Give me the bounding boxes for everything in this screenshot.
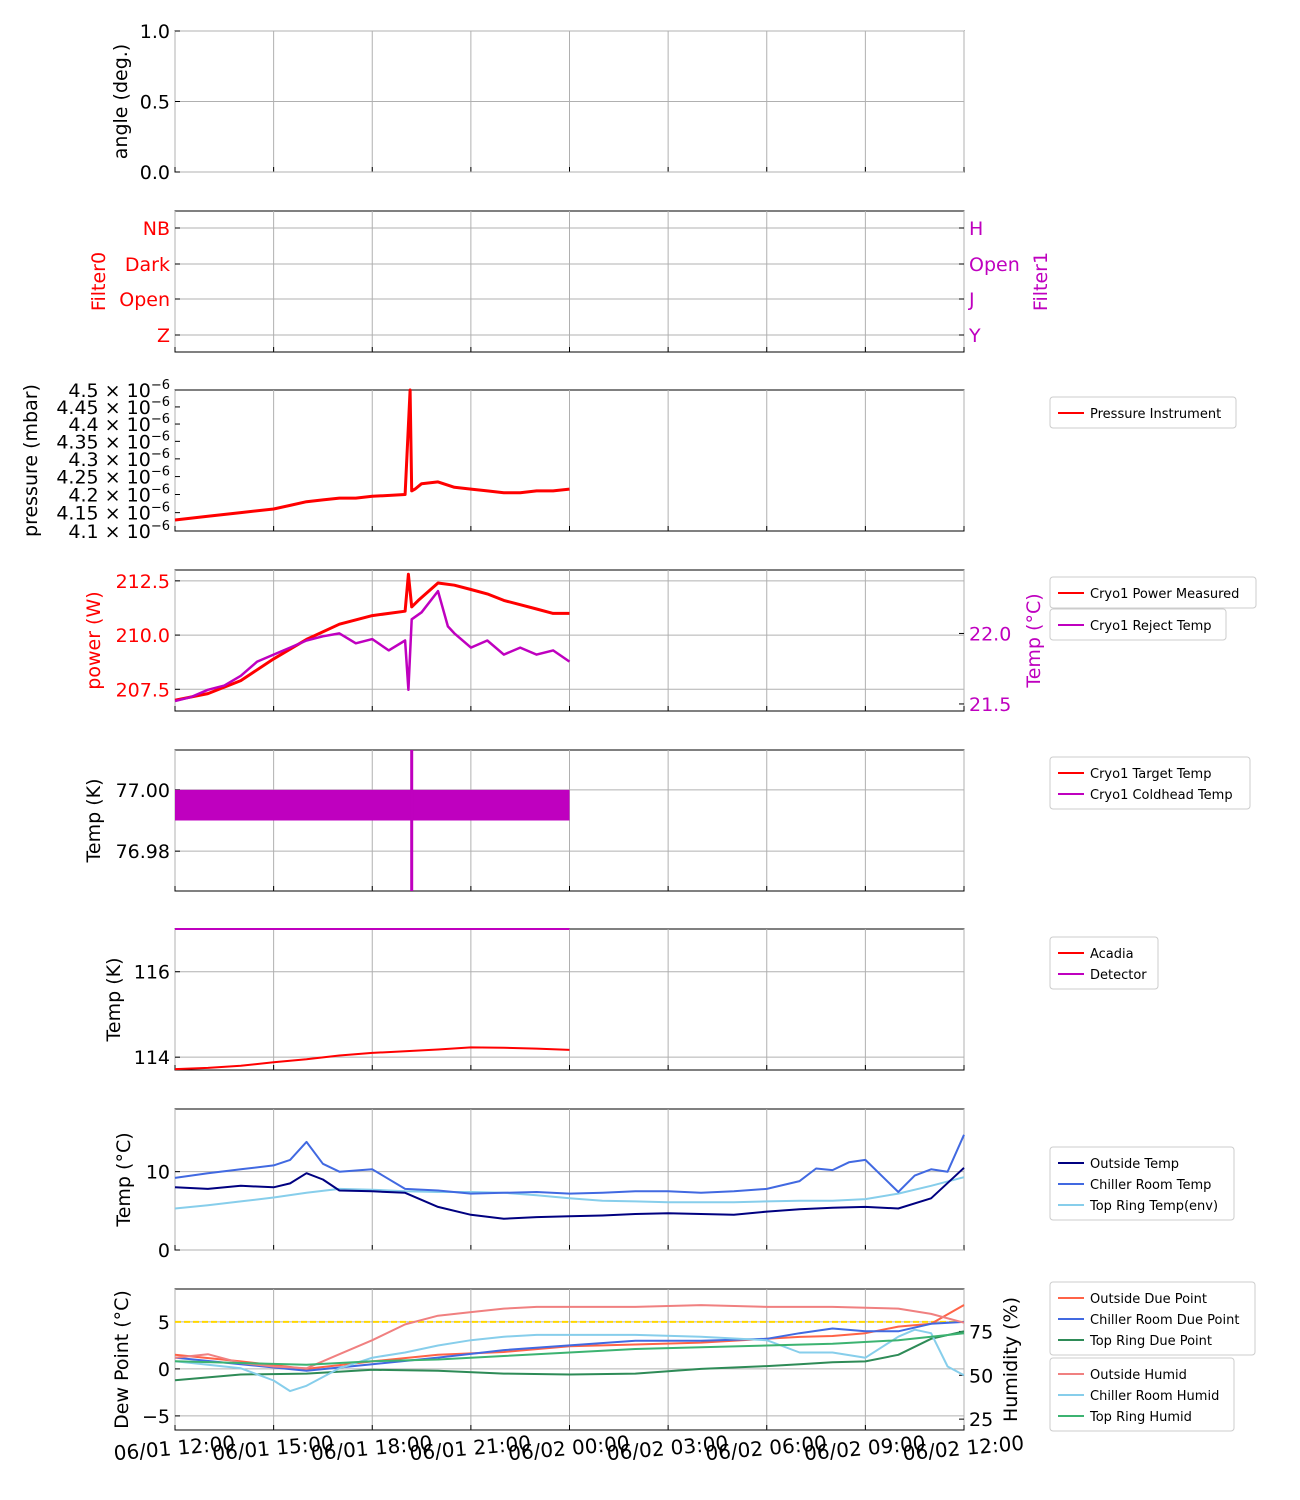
legend-entry-cryo1-power-measured: Cryo1 Power Measured bbox=[1090, 587, 1239, 602]
legend-entry-top-ring-due-point: Top Ring Due Point bbox=[1089, 1334, 1212, 1349]
series-top-ring-due-point bbox=[174, 1330, 965, 1382]
panel-2-ytick-left: Open bbox=[119, 289, 170, 311]
series-pressure-instrument bbox=[174, 388, 570, 522]
legend-entry-chiller-room-due-point: Chiller Room Due Point bbox=[1090, 1313, 1239, 1328]
series-cryo1-coldhead-temp bbox=[175, 789, 570, 821]
panel-2-ytick-left: Dark bbox=[125, 254, 170, 276]
series-chiller-room-humid bbox=[174, 1328, 965, 1393]
panel-7-ylabel: Temp (°C) bbox=[113, 1132, 135, 1227]
legend-entry-outside-temp: Outside Temp bbox=[1090, 1157, 1179, 1172]
panel-8-ylabel-right: Humidity (%) bbox=[1000, 1297, 1022, 1422]
series-outside-temp bbox=[174, 1167, 965, 1220]
series-cryo1-reject-temp bbox=[174, 589, 571, 703]
panel-3-ylabel: pressure (mbar) bbox=[20, 384, 42, 537]
legend-box bbox=[1049, 1281, 1256, 1356]
panel-2-ytick-right: H bbox=[969, 218, 983, 240]
legend-box bbox=[1049, 1146, 1235, 1221]
panel-8-ytick-right: 25 bbox=[969, 1409, 993, 1431]
panel-6-ylabel: Temp (K) bbox=[103, 958, 125, 1043]
panel-2-ytick-right: J bbox=[968, 289, 975, 311]
legend-entry-top-ring-temp-env: Top Ring Temp(env) bbox=[1089, 1199, 1218, 1214]
legend-entry-cryo1-reject-temp: Cryo1 Reject Temp bbox=[1090, 619, 1212, 634]
legend-entry-acadia: Acadia bbox=[1090, 947, 1134, 962]
series-outside-due-point bbox=[174, 1304, 965, 1370]
legend-entry-cryo1-target-temp: Cryo1 Target Temp bbox=[1090, 767, 1211, 782]
legend-entry-outside-humid: Outside Humid bbox=[1090, 1368, 1187, 1383]
panel-6-ytick: 116 bbox=[134, 962, 170, 984]
legend-entry-detector: Detector bbox=[1090, 968, 1147, 983]
panel-3-ytick: 4.2 × 10−6 bbox=[68, 483, 170, 507]
panel-5-ytick: 76.98 bbox=[116, 841, 170, 863]
legend-entry-chiller-room-humid: Chiller Room Humid bbox=[1090, 1389, 1219, 1404]
panel-4-ytick-left: 207.5 bbox=[116, 679, 170, 701]
series-outside-humid bbox=[174, 1304, 965, 1370]
legend-box bbox=[1049, 936, 1159, 990]
panel-5-ytick: 77.00 bbox=[116, 780, 170, 802]
legend-entry-cryo1-coldhead-temp: Cryo1 Coldhead Temp bbox=[1090, 788, 1233, 803]
panel-1-ylabel: angle (deg.) bbox=[110, 44, 132, 159]
legend-entry-outside-due-point: Outside Due Point bbox=[1090, 1292, 1207, 1307]
panel-2-ytick-left: NB bbox=[143, 218, 170, 240]
series-acadia bbox=[174, 1046, 570, 1071]
series-top-ring-temp-env bbox=[174, 1176, 965, 1210]
panel-6-ytick: 114 bbox=[134, 1047, 170, 1069]
panel-4-ytick-right: 21.5 bbox=[969, 694, 1011, 716]
panel-2-ytick-right: Open bbox=[969, 254, 1020, 276]
panel-7-ytick: 10 bbox=[146, 1162, 170, 1184]
panel-2-ylabel-left: Filter0 bbox=[88, 252, 110, 311]
panel-8-ytick-right: 75 bbox=[969, 1321, 993, 1343]
legend-box bbox=[1049, 608, 1227, 641]
panel-5-ylabel: Temp (K) bbox=[83, 779, 105, 864]
panel-4-ytick-right: 22.0 bbox=[969, 623, 1011, 645]
panel-2-ytick-right: Y bbox=[968, 325, 981, 347]
legend-box bbox=[1049, 756, 1251, 810]
legend-entry-chiller-room-temp: Chiller Room Temp bbox=[1090, 1178, 1211, 1193]
panel-7-ytick: 0 bbox=[158, 1240, 170, 1262]
legend-box bbox=[1049, 1357, 1235, 1432]
panel-4-ylabel-right: Temp (°C) bbox=[1023, 593, 1045, 688]
panel-8-ylabel-left: Dew Point (°C) bbox=[111, 1290, 133, 1429]
panel-8-ytick-left: 5 bbox=[158, 1312, 170, 1334]
panel-2-ylabel-right: Filter1 bbox=[1030, 252, 1052, 311]
series-chiller-room-temp bbox=[174, 1134, 965, 1195]
series-top-ring-humid bbox=[174, 1332, 965, 1366]
panel-4-ylabel-left: power (W) bbox=[83, 591, 105, 689]
panel-8-ytick-left: 0 bbox=[158, 1359, 170, 1381]
legend-box bbox=[1049, 576, 1257, 609]
series-cryo1-power-measured bbox=[174, 572, 570, 702]
panel-8-ytick-left: −5 bbox=[142, 1406, 170, 1428]
panel-4-ytick-left: 212.5 bbox=[116, 571, 170, 593]
panel-4-ytick-left: 210.0 bbox=[116, 625, 170, 647]
legend-entry-top-ring-humid: Top Ring Humid bbox=[1089, 1410, 1192, 1425]
panel-8-ytick-right: 50 bbox=[969, 1365, 993, 1387]
panel-1-ytick: 0.5 bbox=[140, 92, 170, 114]
panel-1-ytick: 1.0 bbox=[140, 21, 170, 43]
legend-entry-pressure-instrument: Pressure Instrument bbox=[1090, 407, 1221, 422]
legend-box bbox=[1049, 396, 1237, 429]
panel-1-ytick: 0.0 bbox=[140, 162, 170, 184]
panel-2-ytick-left: Z bbox=[157, 325, 170, 347]
